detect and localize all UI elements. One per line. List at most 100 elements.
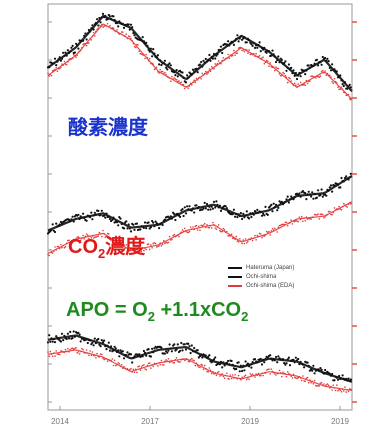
data-point [131, 40, 133, 42]
data-point [272, 371, 275, 374]
data-point [298, 71, 301, 75]
data-point [166, 68, 169, 71]
data-point [80, 216, 83, 219]
data-point [193, 70, 196, 73]
data-point [227, 40, 230, 43]
data-point [268, 368, 270, 370]
data-point [120, 222, 123, 226]
data-point [294, 356, 297, 359]
data-point [74, 240, 76, 242]
data-point [333, 68, 336, 71]
data-point [174, 78, 177, 80]
data-point [105, 358, 108, 360]
data-point [108, 15, 112, 18]
data-point [287, 356, 290, 359]
data-point [173, 77, 176, 79]
data-point [277, 206, 280, 209]
data-point [331, 372, 334, 376]
data-point [223, 364, 226, 367]
data-point [69, 243, 71, 246]
data-point [150, 367, 152, 369]
apo-label-prefix: APO = O [66, 299, 148, 321]
data-point [325, 194, 328, 197]
data-point [73, 51, 76, 54]
data-point [250, 237, 253, 239]
data-point [195, 77, 198, 80]
data-point [320, 188, 323, 191]
data-point [79, 340, 82, 343]
data-point [215, 200, 218, 203]
data-point [103, 358, 105, 361]
data-point [171, 238, 173, 241]
data-point [180, 81, 183, 83]
data-point [341, 388, 344, 390]
data-point [58, 247, 61, 250]
data-point [192, 359, 194, 361]
data-point [267, 50, 271, 53]
data-point [152, 351, 155, 354]
apo-series-black-points [46, 330, 352, 383]
data-point [189, 351, 192, 355]
data-point [113, 359, 116, 362]
data-point [249, 238, 252, 241]
data-point [200, 60, 203, 64]
data-point [77, 236, 80, 238]
data-point [170, 80, 172, 82]
data-point [167, 358, 170, 360]
data-point [262, 235, 264, 237]
data-point [202, 74, 205, 76]
data-point [103, 232, 105, 235]
data-point [74, 347, 76, 350]
data-point [237, 40, 240, 43]
data-point [83, 238, 85, 240]
data-point [126, 227, 129, 230]
o2-series-black-line [47, 14, 353, 93]
data-point [242, 49, 245, 51]
data-point [350, 388, 352, 391]
data-point [216, 226, 219, 228]
data-point [321, 55, 324, 59]
data-point [115, 30, 117, 33]
data-point [104, 345, 107, 348]
data-point [98, 231, 101, 234]
data-point [204, 207, 207, 210]
data-point [122, 31, 124, 33]
data-point [126, 250, 129, 252]
data-point [240, 240, 242, 242]
data-point [223, 59, 226, 61]
data-point [87, 352, 89, 355]
data-point [57, 67, 60, 70]
data-point [65, 337, 68, 341]
data-point [102, 229, 104, 232]
data-point [158, 227, 161, 230]
data-point [115, 221, 119, 224]
data-point [348, 98, 351, 100]
data-point [201, 364, 204, 367]
data-point [139, 248, 142, 250]
data-point [320, 63, 323, 66]
data-point [251, 44, 254, 48]
data-point [293, 220, 296, 223]
data-point [173, 71, 176, 74]
data-point [163, 218, 166, 221]
data-point [291, 223, 294, 225]
data-point [322, 213, 324, 216]
data-point [92, 214, 95, 217]
data-point [232, 43, 235, 47]
data-point [237, 241, 240, 243]
data-point [172, 78, 174, 80]
data-point [196, 71, 199, 74]
data-point [128, 28, 131, 31]
data-point [173, 213, 176, 216]
data-point [234, 54, 236, 56]
data-point [325, 74, 328, 76]
data-point [340, 86, 343, 88]
data-point [162, 62, 165, 65]
data-point [173, 233, 176, 236]
data-point [345, 377, 348, 380]
data-point [323, 383, 325, 385]
data-point [237, 374, 240, 377]
data-point [88, 237, 90, 240]
data-point [213, 224, 215, 226]
data-point [319, 75, 322, 77]
